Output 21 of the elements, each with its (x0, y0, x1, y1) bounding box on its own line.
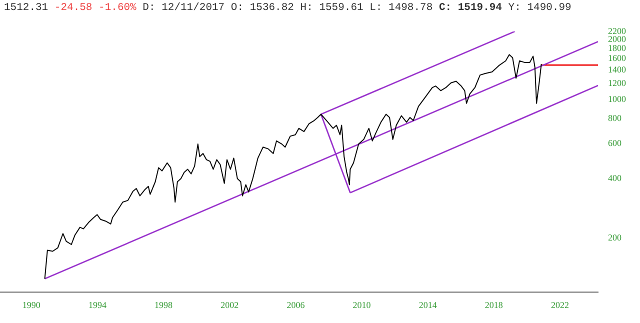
y-tick-label: 2000 (608, 34, 626, 44)
x-tick-label: 2002 (220, 300, 239, 310)
y-tick-label: 1200 (608, 78, 626, 88)
x-tick-label: 2006 (286, 300, 306, 310)
y-tick-label: 400 (608, 172, 622, 183)
x-tick-label: 2010 (352, 300, 372, 310)
y-tick-label: 800 (608, 113, 622, 124)
x-tick-label: 1990 (22, 300, 41, 310)
y-tick-label: 600 (608, 138, 622, 148)
x-tick-label: 1994 (88, 300, 107, 310)
y-tick-label: 1000 (608, 94, 626, 104)
x-tick-label: 2018 (484, 300, 504, 310)
y-tick-label: 200 (608, 232, 622, 243)
x-tick-label: 2014 (418, 300, 438, 310)
x-tick-label: 1998 (154, 300, 174, 310)
y-tick-label: 1600 (608, 53, 626, 64)
y-tick-label: 1400 (608, 64, 626, 75)
x-tick-label: 2022 (551, 300, 570, 310)
y-tick-label: 2200 (608, 26, 626, 36)
y-tick-label: 1800 (608, 43, 626, 54)
chart-title: 1512.31 -24.58 -1.60% D: 12/11/2017 O: 1536.82 H: 1559.61 L: 1498.78 C: 1519.94 Y: 1490.99 (4, 2, 572, 14)
